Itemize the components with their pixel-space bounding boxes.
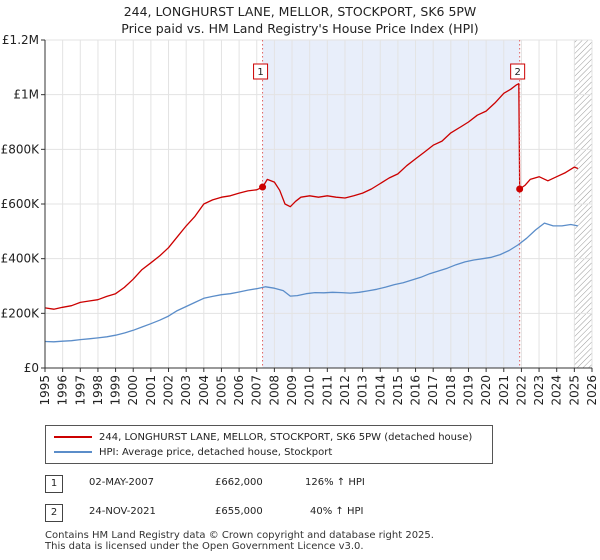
series-line-property [45, 83, 579, 310]
y-tick-label: £0 [24, 361, 39, 375]
legend-label-property: 244, LONGHURST LANE, MELLOR, STOCKPORT, … [99, 431, 473, 443]
x-tick-label: 2019 [461, 375, 475, 406]
x-tick-label: 2006 [232, 375, 246, 406]
footer-copyright: Contains HM Land Registry data © Crown c… [45, 530, 434, 541]
y-tick-label: £1.2M [2, 33, 39, 47]
x-tick-label: 2018 [444, 375, 458, 406]
legend-label-hpi: HPI: Average price, detached house, Stoc… [99, 446, 333, 458]
legend-swatch-hpi [54, 451, 92, 453]
x-tick-label: 1998 [91, 375, 105, 406]
x-tick-label: 2016 [409, 375, 423, 406]
footer: Contains HM Land Registry data © Crown c… [45, 530, 434, 552]
transaction-hpi: 126% ↑ HPI [305, 477, 365, 488]
transaction-hpi: 40% ↑ HPI [310, 506, 364, 517]
x-tick-label: 2002 [162, 375, 176, 406]
x-tick-label: 2021 [497, 375, 511, 406]
transaction-badge: 2 [45, 504, 63, 522]
legend-swatch-property [54, 436, 92, 438]
x-tick-label: 2009 [285, 375, 299, 406]
x-tick-label: 2020 [479, 375, 493, 406]
x-tick-label: 2015 [391, 375, 405, 406]
x-tick-label: 1996 [56, 375, 70, 406]
transaction-price: £662,000 [215, 477, 263, 488]
x-tick-label: 2024 [550, 375, 564, 406]
y-tick-label: £1M [13, 88, 39, 102]
transaction-label-box [510, 63, 526, 80]
x-tick-label: 2010 [303, 375, 317, 406]
transaction-date: 24-NOV-2021 [89, 506, 156, 517]
x-tick-label: 1997 [73, 375, 87, 406]
x-tick-label: 2017 [426, 375, 440, 406]
x-tick-label: 2026 [585, 375, 599, 406]
transaction-label-box [253, 63, 269, 80]
transaction-label: 2 [514, 67, 520, 78]
x-tick-label: 2011 [320, 375, 334, 406]
x-axis: 1995 1996 1997 1998 1999 2000 2001 2002 2003 2004… [38, 40, 599, 406]
y-tick-label: £400K [1, 252, 41, 266]
x-tick-label: 2003 [179, 375, 193, 406]
x-tick-label: 2000 [126, 375, 140, 406]
footer-licence: This data is licensed under the Open Gov… [45, 541, 364, 552]
x-tick-label: 2008 [267, 375, 281, 406]
x-tick-label: 2005 [214, 375, 228, 406]
legend: 244, LONGHURST LANE, MELLOR, STOCKPORT, … [45, 425, 493, 464]
x-tick-label: 1999 [109, 375, 123, 406]
x-tick-label: 1995 [38, 375, 52, 406]
x-tick-label: 2013 [356, 375, 370, 406]
transaction-marker [516, 185, 524, 193]
x-tick-label: 2025 [567, 375, 581, 406]
transaction-marker [259, 183, 267, 191]
x-tick-label: 2012 [338, 375, 352, 406]
chart-title: 244, LONGHURST LANE, MELLOR, STOCKPORT, … [123, 4, 477, 19]
x-tick-label: 2022 [514, 375, 528, 406]
x-tick-label: 2001 [144, 375, 158, 406]
x-tick-label: 2023 [532, 375, 546, 406]
series-line-hpi [45, 222, 579, 343]
x-tick-label: 2014 [373, 375, 387, 406]
y-tick-label: £600K [1, 197, 41, 211]
y-axis: £0 £200K £400K £600K £800K £1M £1.2M [1, 33, 45, 375]
transaction-label: 1 [257, 67, 263, 78]
x-tick-label: 2004 [197, 375, 211, 406]
transaction-price: £655,000 [215, 506, 263, 517]
chart-subtitle: Price paid vs. HM Land Registry's House … [121, 21, 479, 36]
transaction-badge: 1 [45, 475, 63, 493]
x-tick-label: 2007 [250, 375, 264, 406]
transaction-date: 02-MAY-2007 [89, 477, 155, 488]
y-tick-label: £800K [1, 142, 41, 156]
y-tick-label: £200K [1, 306, 41, 320]
